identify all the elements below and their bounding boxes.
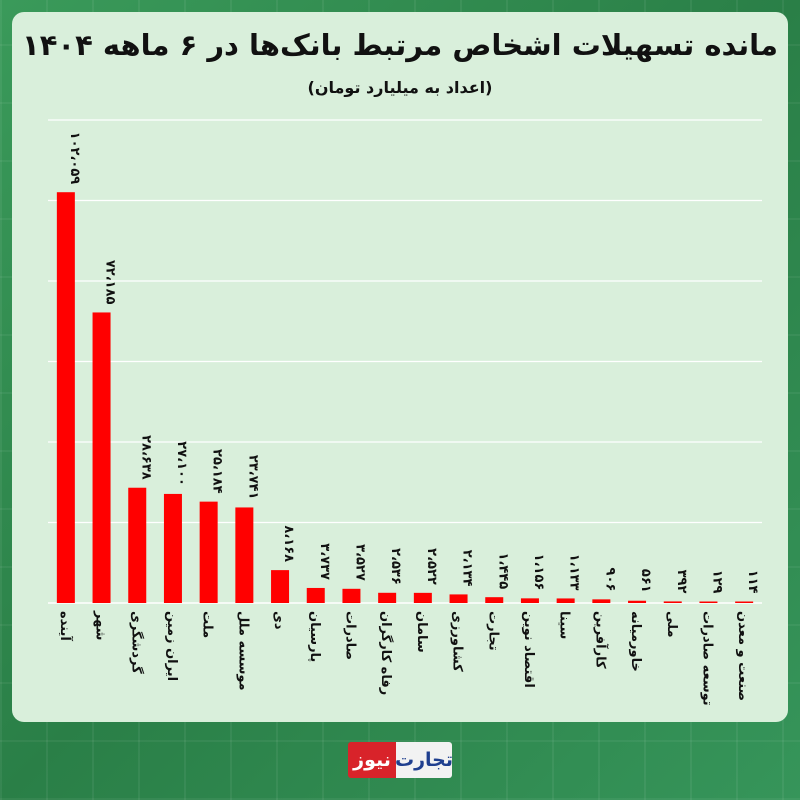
x-tick-label: کشاورزی bbox=[450, 611, 465, 672]
data-label: ۲،۵۳۶ bbox=[388, 548, 403, 585]
bar bbox=[163, 493, 182, 603]
x-tick-label: ایران زمین bbox=[164, 611, 179, 681]
bar bbox=[378, 592, 397, 603]
data-label: ۱،۱۳۳ bbox=[567, 554, 582, 591]
bar bbox=[128, 487, 147, 603]
data-label: ۱۰۲،۰۵۹ bbox=[67, 132, 82, 185]
bar bbox=[271, 570, 290, 603]
data-label: ۸،۱۶۸ bbox=[281, 525, 296, 562]
data-label: ۲،۵۲۲ bbox=[424, 548, 439, 585]
x-tick-label: پارسیان bbox=[307, 611, 322, 662]
data-label: ۲۳،۷۴۱ bbox=[245, 455, 260, 500]
data-label: ۱۱۴ bbox=[745, 570, 760, 594]
data-label: ۳۹۲ bbox=[674, 570, 689, 594]
data-label: ۱،۱۵۶ bbox=[531, 554, 546, 591]
bar bbox=[663, 601, 682, 603]
bar bbox=[306, 587, 325, 603]
x-tick-label: سامان bbox=[414, 611, 429, 653]
chart-title: مانده تسهیلات اشخاص مرتبط بانک‌ها در ۶ م… bbox=[22, 28, 778, 62]
bar bbox=[199, 501, 218, 603]
bar bbox=[520, 598, 539, 603]
bar bbox=[592, 599, 611, 603]
x-tick-label: دی bbox=[271, 611, 286, 630]
x-tick-label: تجارت bbox=[485, 611, 500, 651]
x-tick-label: ملت bbox=[200, 611, 215, 638]
data-label: ۱،۴۴۵ bbox=[495, 552, 510, 589]
bar bbox=[449, 594, 468, 603]
bar bbox=[342, 588, 361, 603]
data-label: ۱۲۹ bbox=[709, 570, 724, 594]
brand-logo-part-b: نیوز bbox=[348, 742, 396, 778]
x-tick-label: صادرات bbox=[342, 611, 357, 660]
x-tick-label: توسعه صادرات bbox=[699, 611, 714, 706]
x-tick-label: سینا bbox=[557, 611, 572, 639]
x-tick-label: آینده bbox=[57, 611, 74, 641]
data-label: ۲۸،۶۳۸ bbox=[138, 435, 153, 480]
bar bbox=[92, 312, 111, 603]
x-tick-label: موسسه ملل bbox=[235, 611, 250, 691]
x-tick-label: کارآفرین bbox=[592, 611, 609, 669]
x-tick-label: ملی bbox=[664, 611, 679, 638]
bar-chart: ۱۰۲،۰۵۹ آینده ۷۲،۱۸۵ شهر ۲۸،۶۳۸ گردشگری ۲۷،۱۰۰… bbox=[48, 119, 762, 706]
bar bbox=[735, 601, 754, 603]
brand-logo-part-a: تجارت bbox=[395, 742, 452, 778]
bar bbox=[699, 601, 718, 603]
x-tick-label: صنعت و معدن bbox=[735, 611, 750, 701]
bar bbox=[628, 600, 647, 603]
bar bbox=[556, 598, 575, 603]
x-tick-label: گردشگری bbox=[128, 611, 144, 674]
chart-card: مانده تسهیلات اشخاص مرتبط بانک‌ها در ۶ م… bbox=[12, 12, 788, 722]
x-tick-label: شهر bbox=[93, 610, 108, 640]
data-label: ۲،۱۳۴ bbox=[460, 550, 475, 587]
x-tick-label: رفاه کارگران bbox=[378, 611, 394, 695]
x-tick-label: خاورمیانه bbox=[628, 611, 643, 672]
data-label: ۳،۵۲۷ bbox=[352, 544, 367, 581]
brand-logo: تجارت نیوز bbox=[348, 742, 452, 778]
bar bbox=[413, 592, 432, 603]
x-tick-label: اقتصاد نوین bbox=[521, 611, 536, 688]
data-label: ۳،۷۳۷ bbox=[317, 543, 332, 580]
bar bbox=[56, 192, 75, 603]
bar bbox=[235, 507, 254, 603]
data-label: ۹۰۶ bbox=[602, 568, 617, 592]
data-label: ۵۶۱ bbox=[638, 569, 653, 593]
data-label: ۲۵،۱۸۴ bbox=[210, 449, 225, 494]
chart-subtitle: (اعداد به میلیارد تومان) bbox=[307, 78, 493, 97]
data-label: ۷۲،۱۸۵ bbox=[103, 260, 118, 305]
bar bbox=[485, 597, 504, 603]
data-label: ۲۷،۱۰۰ bbox=[174, 441, 189, 486]
